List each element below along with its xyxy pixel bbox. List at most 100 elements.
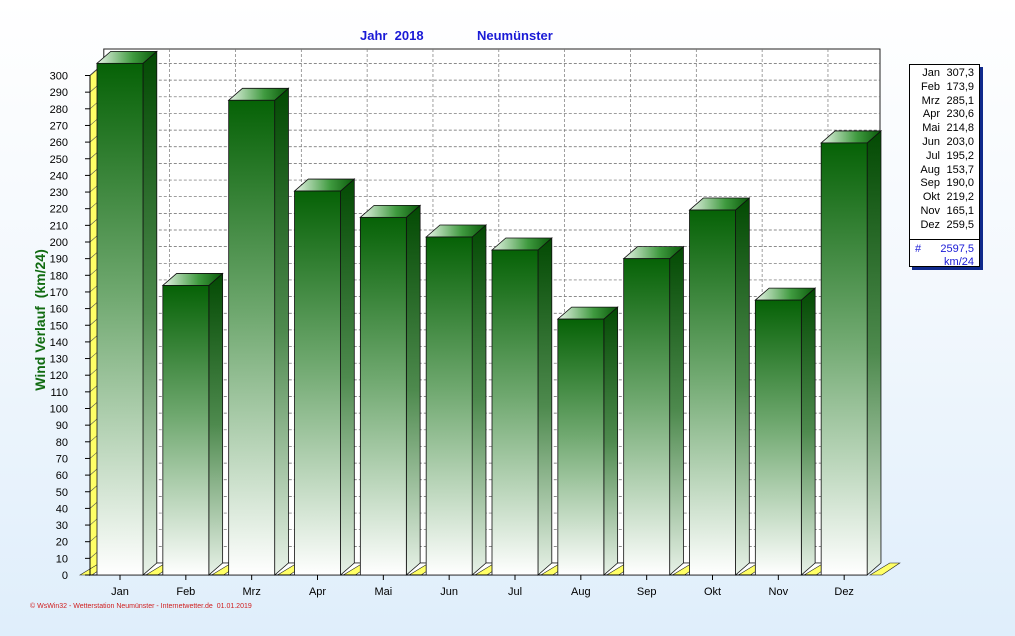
legend-value: 195,2 (946, 149, 974, 162)
legend-row: Jul 195,2 (910, 150, 974, 164)
legend-month: Mai (922, 122, 940, 135)
legend-value: 153,7 (946, 163, 974, 176)
y-tick-label: 250 (50, 154, 68, 166)
legend-month: Sep (920, 177, 940, 190)
x-tick-label: Mai (374, 586, 392, 598)
y-tick-label: 290 (50, 87, 68, 99)
y-tick-label: 130 (50, 354, 68, 366)
bar-side (208, 272, 224, 576)
y-tick-label: 0 (62, 570, 68, 582)
bar-front (623, 258, 671, 576)
legend-month: Okt (922, 191, 940, 204)
bar-jan (95, 50, 158, 576)
bar-mrz (227, 87, 290, 576)
y-tick-label: 230 (50, 187, 68, 199)
legend-value: 285,1 (946, 94, 974, 107)
bar-front (425, 236, 473, 576)
y-tick-label: 30 (56, 520, 68, 532)
bar-side (866, 130, 882, 576)
bar-side (669, 245, 684, 576)
bar-jun (425, 224, 488, 576)
bar-front (96, 62, 144, 576)
y-tick-label: 120 (50, 370, 68, 382)
bar-jul (490, 237, 553, 576)
x-tick-label: Dez (834, 586, 854, 598)
bar-side (274, 87, 289, 576)
legend-row: Jan 307,3 (910, 67, 974, 81)
floor-segment (868, 562, 901, 576)
legend-month: Feb (921, 80, 940, 93)
bar-side (142, 50, 158, 576)
x-tick-label: Jul (508, 586, 522, 598)
y-tick-label: 110 (50, 387, 68, 399)
bar-front (228, 99, 276, 576)
y-tick-label: 170 (50, 287, 68, 299)
y-tick-label: 70 (56, 453, 68, 465)
y-tick-label: 100 (50, 404, 68, 416)
legend-month: Jul (925, 149, 940, 162)
bar-side (340, 178, 355, 576)
x-tick-label: Jun (440, 586, 458, 598)
legend-row: Apr 230,6 (910, 108, 974, 122)
y-tick-label: 300 (50, 71, 68, 83)
y-tick-label: 20 (56, 537, 68, 549)
x-tick-label: Aug (571, 586, 591, 598)
bar-front (689, 209, 736, 576)
bar-front (294, 190, 341, 576)
legend-value: 307,3 (946, 67, 974, 79)
y-axis-label: Wind Verlauf (km/24) (32, 249, 48, 391)
legend-row: Okt 219,2 (910, 191, 974, 205)
bar-nov (754, 287, 817, 576)
legend: Jan 307,3 Feb 173,9 Mrz 285,1 Apr 230,6 Mai 214,8… (909, 64, 980, 268)
legend-value: 190,0 (946, 177, 974, 190)
bar-mai (359, 204, 422, 576)
x-tick-label: Apr (309, 586, 326, 598)
bar-side (800, 287, 816, 576)
legend-row: Nov 165,1 (910, 205, 974, 219)
chart-title-station: Neumünster (477, 28, 553, 43)
bar-front (491, 249, 539, 576)
y-tick-label: 220 (50, 204, 68, 216)
legend-row: Feb 173,9 (910, 81, 974, 95)
bar-side (405, 204, 421, 576)
legend-value: 214,8 (946, 122, 974, 135)
legend-value: 173,9 (946, 80, 974, 93)
bar-front (557, 318, 605, 576)
y-tick-label: 180 (50, 270, 68, 282)
bar-aug (556, 306, 619, 576)
x-tick-label: Nov (769, 586, 789, 598)
x-tick-label: Mrz (243, 586, 261, 598)
x-tick-label: Sep (637, 586, 657, 598)
legend-month: Dez (920, 218, 940, 231)
legend-unit: km/24 (944, 256, 974, 268)
legend-row: Sep 190,0 (910, 177, 974, 191)
legend-row: Mrz 285,1 (910, 95, 974, 109)
legend-month: Mrz (921, 94, 940, 107)
legend-month: Aug (920, 163, 940, 176)
legend-value: 219,2 (946, 191, 974, 204)
y-tick-label: 80 (56, 437, 68, 449)
y-tick-label: 40 (56, 503, 68, 515)
bar-series (95, 50, 883, 576)
legend-row: Dez 259,5 (910, 219, 974, 233)
y-tick-label: 190 (50, 254, 68, 266)
legend-row: Jun 203,0 (910, 136, 974, 150)
bar-front (754, 299, 802, 576)
bar-okt (688, 197, 751, 576)
legend-month: Jan (922, 67, 940, 79)
y-tick-label: 200 (50, 237, 68, 249)
bar-dez (820, 130, 883, 576)
footer-credit: © WsWin32 - Wetterstation Neumünster - I… (30, 603, 252, 610)
y-tick-label: 260 (50, 137, 68, 149)
y-tick-label: 270 (50, 120, 68, 132)
legend-value: 165,1 (946, 205, 974, 217)
legend-value: 230,6 (946, 108, 974, 121)
legend-row: Aug 153,7 (910, 164, 974, 178)
bar-sep (622, 245, 685, 576)
legend-row: Mai 214,8 (910, 122, 974, 136)
y-tick-label: 50 (56, 487, 68, 499)
x-tick-label: Feb (176, 586, 195, 598)
legend-divider (910, 239, 979, 240)
y-tick-label: 280 (50, 104, 68, 116)
